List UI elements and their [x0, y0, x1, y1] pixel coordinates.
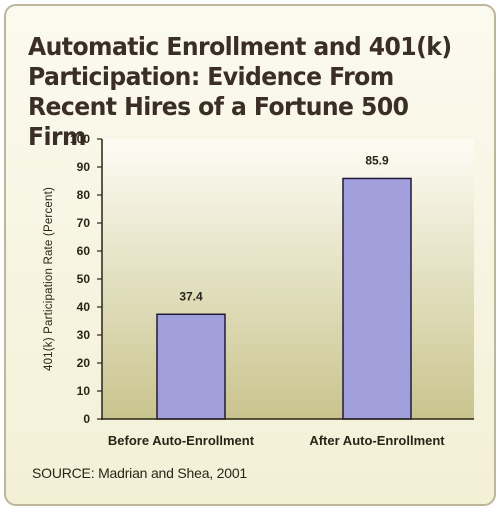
bars: [156, 177, 412, 420]
y-tick-label: 10: [77, 384, 91, 398]
y-tick-label: 0: [83, 412, 90, 426]
y-tick-label: 70: [77, 216, 91, 230]
bar-value-label: 37.4: [179, 289, 203, 303]
bar: [156, 313, 226, 420]
source-note: SOURCE: Madrian and Shea, 2001: [32, 465, 248, 481]
y-tick-label: 90: [77, 160, 91, 174]
chart-title: Automatic Enrollment and 401(k) Particip…: [28, 32, 452, 151]
axes: [97, 138, 474, 420]
y-tick-label: 80: [77, 188, 91, 202]
category-label: Before Auto-Enrollment: [108, 433, 255, 448]
bar: [342, 177, 412, 420]
bar-chart: 0 10 20 30 40 50 60 70 80 90 100 37.4 Before Auto-En…: [43, 132, 474, 448]
chart-card: Automatic Enrollment and 401(k) Particip…: [4, 4, 496, 506]
y-axis-title: 401(k) Participation Rate (Percent): [43, 187, 55, 371]
y-tick-label: 30: [77, 328, 91, 342]
y-tick-label: 40: [77, 300, 91, 314]
y-tick-label: 20: [77, 356, 91, 370]
labels: 0 10 20 30 40 50 60 70 80 90 100 37.4 Before Auto-En…: [43, 132, 445, 448]
y-tick-label: 50: [77, 272, 91, 286]
y-tick-label: 100: [70, 132, 90, 146]
bar-value-label: 85.9: [365, 153, 389, 167]
category-label: After Auto-Enrollment: [309, 433, 445, 448]
y-tick-label: 60: [77, 244, 91, 258]
